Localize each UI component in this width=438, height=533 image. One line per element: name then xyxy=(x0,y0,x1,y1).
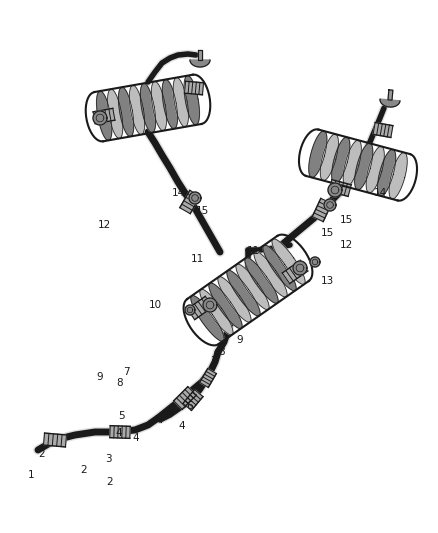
Text: 13: 13 xyxy=(321,277,334,286)
Text: 15: 15 xyxy=(321,229,334,238)
Text: 14: 14 xyxy=(172,188,185,198)
Text: 8: 8 xyxy=(218,347,225,357)
Polygon shape xyxy=(185,305,195,315)
Polygon shape xyxy=(320,134,339,181)
Polygon shape xyxy=(310,257,320,267)
Polygon shape xyxy=(309,131,327,177)
Text: 12: 12 xyxy=(340,240,353,250)
Polygon shape xyxy=(373,123,393,138)
Text: 11: 11 xyxy=(191,254,204,263)
Polygon shape xyxy=(140,84,155,133)
Polygon shape xyxy=(329,180,351,196)
Text: 8: 8 xyxy=(116,378,123,387)
Text: 10: 10 xyxy=(149,300,162,310)
Text: 9: 9 xyxy=(237,335,244,345)
Polygon shape xyxy=(389,152,407,199)
Polygon shape xyxy=(118,87,134,136)
Polygon shape xyxy=(43,433,67,447)
Polygon shape xyxy=(366,147,384,193)
Polygon shape xyxy=(187,296,213,320)
Polygon shape xyxy=(227,270,260,316)
Polygon shape xyxy=(293,261,307,275)
Polygon shape xyxy=(200,369,216,387)
Text: 4: 4 xyxy=(156,415,163,425)
Text: 1: 1 xyxy=(27,471,34,480)
Polygon shape xyxy=(312,198,332,222)
Polygon shape xyxy=(93,108,115,124)
Polygon shape xyxy=(200,289,233,335)
Polygon shape xyxy=(388,90,393,100)
Text: 6: 6 xyxy=(186,401,193,411)
Text: 15: 15 xyxy=(339,215,353,224)
Polygon shape xyxy=(236,264,269,310)
Polygon shape xyxy=(174,386,196,409)
Polygon shape xyxy=(93,111,107,125)
Text: 7: 7 xyxy=(123,367,130,377)
Polygon shape xyxy=(203,298,217,312)
Polygon shape xyxy=(343,140,361,187)
Text: 9: 9 xyxy=(96,373,103,382)
Text: 3: 3 xyxy=(105,455,112,464)
Polygon shape xyxy=(184,81,204,95)
Polygon shape xyxy=(108,89,123,139)
Polygon shape xyxy=(184,76,199,125)
Polygon shape xyxy=(190,60,210,67)
Polygon shape xyxy=(97,91,112,140)
Polygon shape xyxy=(324,199,336,211)
Polygon shape xyxy=(355,143,373,190)
Text: 5: 5 xyxy=(118,411,125,421)
Polygon shape xyxy=(245,258,278,303)
Text: 14: 14 xyxy=(374,188,387,198)
Polygon shape xyxy=(151,82,166,131)
Text: 4: 4 xyxy=(178,422,185,431)
Polygon shape xyxy=(218,277,251,322)
Polygon shape xyxy=(173,78,188,127)
Polygon shape xyxy=(162,79,177,129)
Text: 2: 2 xyxy=(106,478,113,487)
Polygon shape xyxy=(183,390,203,410)
Polygon shape xyxy=(380,99,400,107)
Text: 4: 4 xyxy=(116,428,123,438)
Polygon shape xyxy=(328,183,342,197)
Text: 15: 15 xyxy=(196,206,209,215)
Polygon shape xyxy=(180,190,200,214)
Text: 12: 12 xyxy=(98,220,111,230)
Polygon shape xyxy=(254,252,287,297)
Polygon shape xyxy=(198,50,202,60)
Polygon shape xyxy=(110,426,130,438)
Text: 2: 2 xyxy=(38,449,45,459)
Text: 2: 2 xyxy=(80,465,87,475)
Polygon shape xyxy=(272,239,305,285)
Polygon shape xyxy=(129,85,145,134)
Polygon shape xyxy=(378,149,396,196)
Text: 4: 4 xyxy=(132,433,139,443)
Polygon shape xyxy=(209,283,242,328)
Polygon shape xyxy=(282,260,308,284)
Polygon shape xyxy=(263,245,296,290)
Polygon shape xyxy=(189,192,201,204)
Text: 11: 11 xyxy=(247,246,260,255)
Text: 7: 7 xyxy=(210,357,217,366)
Polygon shape xyxy=(191,296,224,341)
Polygon shape xyxy=(332,137,350,183)
